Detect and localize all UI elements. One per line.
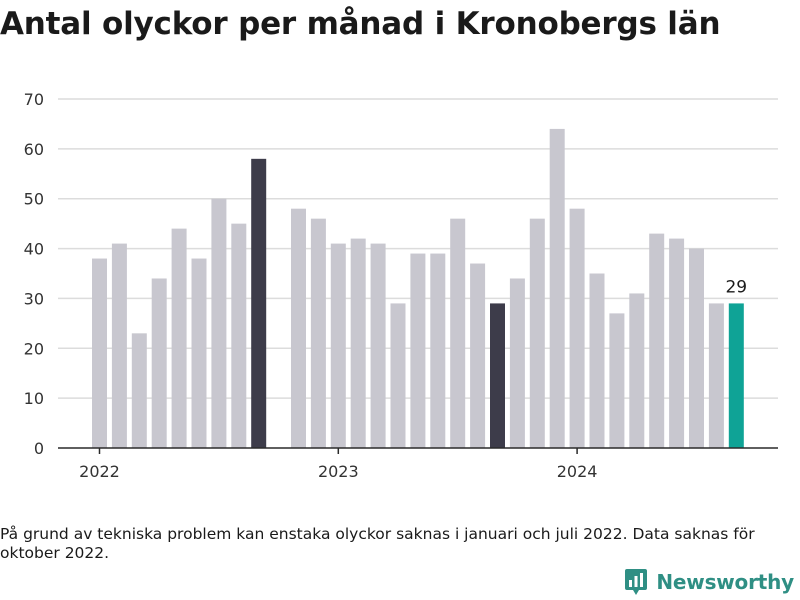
bar-2022-07 [211,198,227,448]
bar-2022-06 [191,258,207,448]
bar-2022-05 [171,228,187,448]
bar-2024-06 [669,238,685,448]
newsworthy-logo-icon [625,569,648,595]
y-tick-label: 0 [34,439,44,458]
bar-2023-10 [509,278,525,448]
bar-2024-07 [689,248,704,448]
footnote: På grund av tekniska problem kan enstaka… [0,525,755,562]
bar-2022-11 [291,208,306,448]
x-tick-label: 2023 [318,462,359,481]
brand-name: Newsworthy [656,570,794,594]
chart-title: Antal olyckor per månad i Kronobergs län [0,6,721,42]
y-tick-label: 50 [24,190,44,209]
x-tick-label: 2024 [557,462,598,481]
axes: 0 10 20 30 40 50 60 70 2022 2023 2024 [24,90,778,481]
bar-2024-03 [609,313,625,448]
bar-2023-11 [529,218,545,448]
bar-2022-12 [310,218,326,448]
y-tick-label: 20 [24,339,44,358]
bar-2024-01 [569,208,585,448]
bar-2023-09 [490,303,505,448]
bar-2024-04 [629,293,645,448]
bar-2023-04 [390,303,406,448]
bar-2023-07 [450,218,466,448]
bar-2023-12 [549,128,565,448]
bar-chart: 0 10 20 30 40 50 60 70 2022 2023 2024 29 [24,90,778,481]
y-tick-label: 40 [24,240,44,259]
newsworthy-logo[interactable]: Newsworthy [624,568,794,596]
bar-2024-02 [589,273,605,448]
bar-2023-03 [370,243,386,448]
bar-2022-03 [131,333,147,448]
bars [92,128,744,449]
x-tick-label: 2022 [79,462,120,481]
bar-2022-08 [231,223,247,448]
data-labels: 29 [725,277,747,297]
bar-2023-08 [470,263,486,448]
bar-2024-08 [708,303,724,448]
bar-2022-09 [251,158,267,449]
bar-2022-01 [92,258,107,448]
bar-2023-06 [430,253,446,448]
data-label: 29 [725,277,747,297]
bar-2022-04 [151,278,167,448]
bar-2024-09 [728,303,744,448]
bar-2023-05 [410,253,426,448]
bar-2023-02 [350,238,366,448]
bar-2022-02 [111,243,127,448]
y-tick-label: 30 [24,289,44,308]
bar-2023-01 [330,243,346,448]
y-tick-label: 60 [24,140,44,159]
y-tick-label: 70 [24,90,44,109]
bar-2024-05 [649,233,665,448]
y-tick-label: 10 [24,389,44,408]
